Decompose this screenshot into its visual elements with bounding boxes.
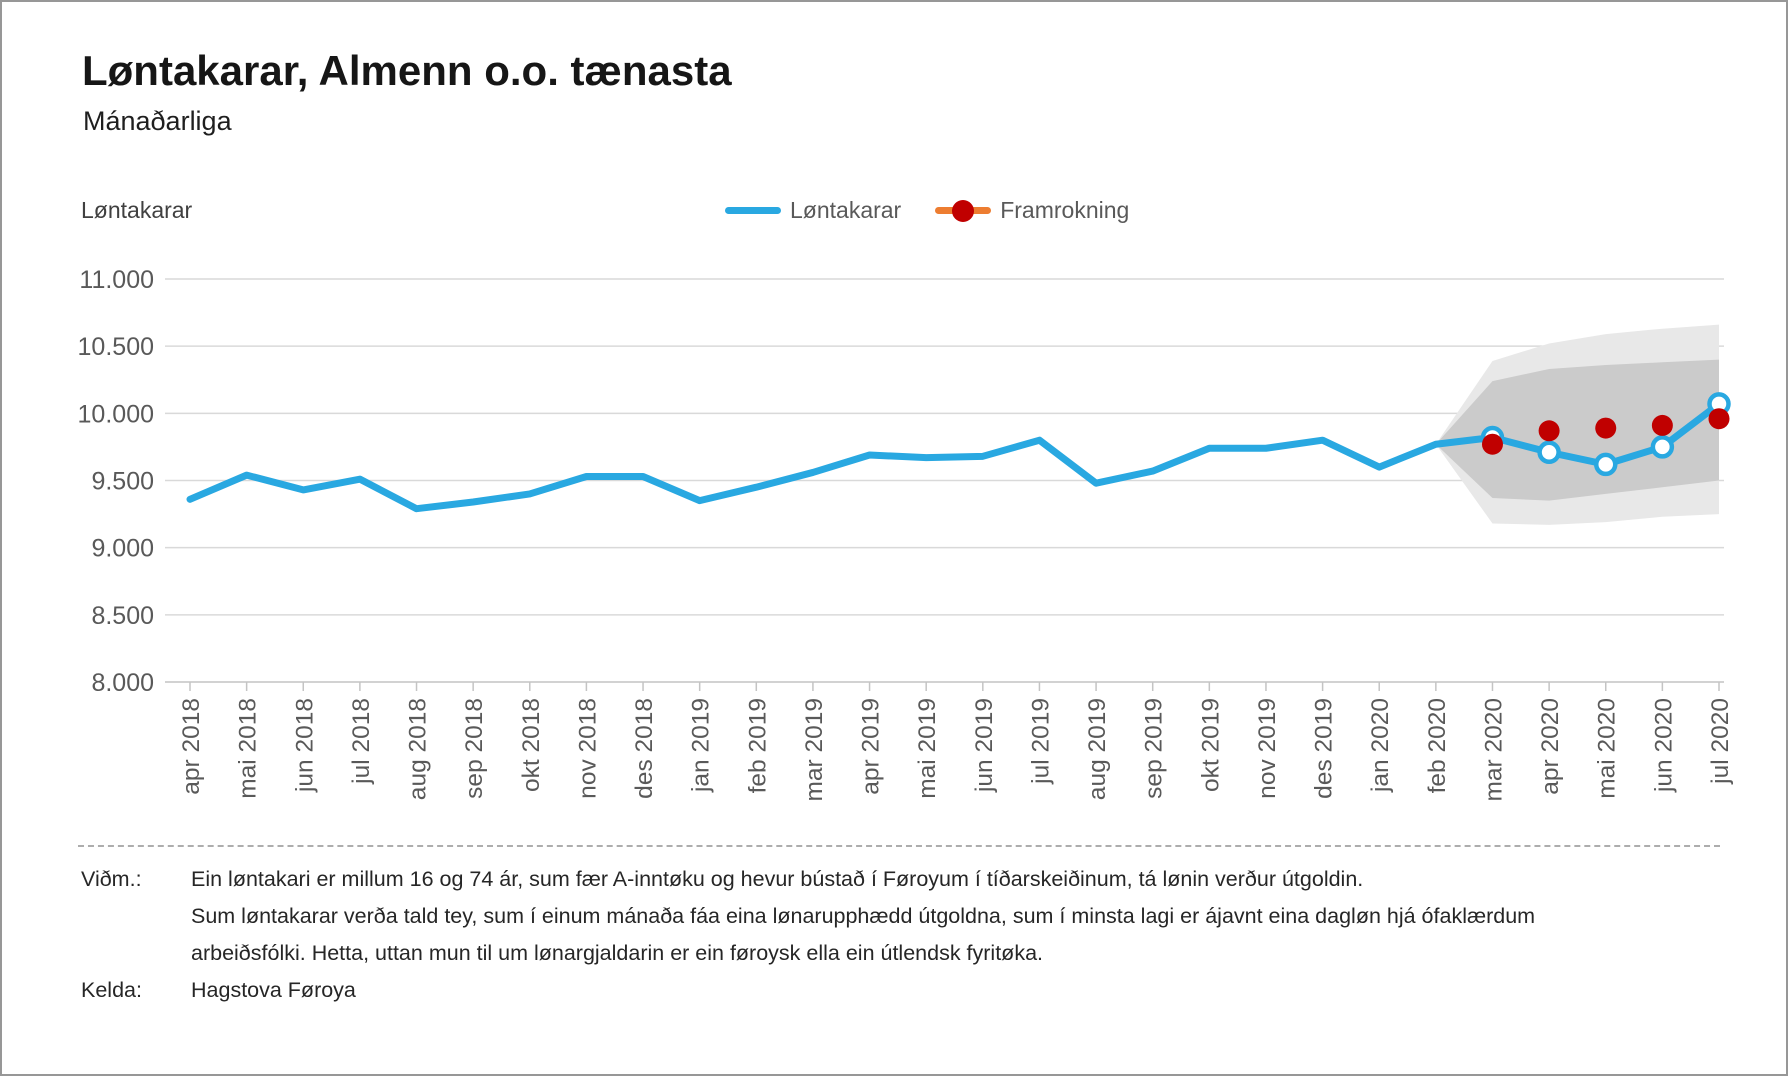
legend-item-lontakarar[interactable]: Løntakarar xyxy=(725,197,901,224)
page-subtitle: Mánaðarliga xyxy=(83,106,232,137)
actual-point-marker xyxy=(1593,452,1618,477)
legend-label: Løntakarar xyxy=(790,197,902,224)
footnote: Viðm.: Ein løntakari er millum 16 og 74 … xyxy=(2,861,1786,1009)
x-axis-tick-label: okt 2018 xyxy=(518,698,545,792)
x-axis-tick-label: jan 2020 xyxy=(1367,698,1394,793)
x-axis-tick-label: mai 2018 xyxy=(235,698,262,799)
x-axis-tick-label: mai 2020 xyxy=(1594,698,1621,799)
x-axis-tick-label: des 2019 xyxy=(1311,698,1338,799)
footer-divider xyxy=(78,845,1720,848)
legend-item-framrokning[interactable]: Framrokning xyxy=(935,197,1129,224)
notes-label: Viðm.: xyxy=(81,867,142,892)
x-axis-tick-label: apr 2019 xyxy=(858,698,885,795)
x-axis-tick-label: nov 2018 xyxy=(574,698,601,799)
source-label: Kelda: xyxy=(81,978,142,1003)
x-axis-tick-label: jun 2019 xyxy=(971,698,998,793)
y-axis-tick-label: 9.000 xyxy=(91,535,154,563)
x-axis-tick-label: jan 2019 xyxy=(688,698,715,793)
note-line: Sum løntakarar verða tald tey, sum í ein… xyxy=(191,904,1536,929)
x-axis-tick-label: apr 2018 xyxy=(178,698,205,795)
forecast-point-marker xyxy=(1651,415,1673,437)
source-text: Hagstova Føroya xyxy=(191,978,356,1003)
y-axis-title: Løntakarar xyxy=(81,197,193,224)
legend-red-dot-icon xyxy=(952,199,975,222)
x-axis-tick-label: mar 2020 xyxy=(1480,698,1507,802)
x-axis-tick-label: aug 2018 xyxy=(405,698,432,800)
note-line: arbeiðsfólki. Hetta, uttan mun til um lø… xyxy=(191,941,1044,966)
forecast-point-marker xyxy=(1708,408,1730,430)
chart-header: Løntakarar Løntakarar Framrokning xyxy=(2,193,1786,231)
y-axis-tick-label: 8.500 xyxy=(91,602,154,630)
x-axis-tick-label: feb 2020 xyxy=(1424,698,1451,793)
y-axis-tick-label: 10.000 xyxy=(78,401,154,429)
x-axis-tick-label: sep 2018 xyxy=(461,698,488,799)
x-axis-tick-label: jul 2020 xyxy=(1707,698,1734,785)
y-axis-tick-label: 8.000 xyxy=(91,669,154,697)
x-axis-tick-label: apr 2020 xyxy=(1537,698,1564,795)
notes-text: Ein løntakari er millum 16 og 74 ár, sum… xyxy=(191,861,1535,972)
x-axis-tick-label: aug 2019 xyxy=(1084,698,1111,800)
note-line: Ein løntakari er millum 16 og 74 ár, sum… xyxy=(191,867,1364,892)
x-axis-tick-label: jul 2019 xyxy=(1027,698,1054,785)
x-axis-tick-label: jul 2018 xyxy=(348,698,375,785)
x-axis-tick-label: des 2018 xyxy=(631,698,658,799)
y-axis-tick-label: 10.500 xyxy=(78,333,154,361)
chart-plot: 11.000 10.500 10.000 9.500 9.000 8.500 8.000 ap… xyxy=(78,266,1734,802)
x-axis-tick-label: jun 2020 xyxy=(1650,698,1677,793)
x-axis-tick-label: feb 2019 xyxy=(744,698,771,793)
x-axis-tick-label: sep 2019 xyxy=(1141,698,1168,799)
chart-legend: Løntakarar Framrokning xyxy=(725,197,1129,224)
y-axis-tick-label: 9.500 xyxy=(91,468,154,496)
confidence-band-inner xyxy=(1435,359,1719,501)
legend-line-swatch xyxy=(935,199,992,222)
actual-point-marker xyxy=(1650,435,1675,459)
x-axis-tick-label: mar 2019 xyxy=(801,698,828,802)
actual-point-marker xyxy=(1537,440,1561,465)
series-line-lontakarar xyxy=(186,400,1723,513)
y-axis-tick-label: 11.000 xyxy=(79,266,154,294)
x-axis-tick-label: jun 2018 xyxy=(291,698,318,793)
x-axis-tick-label: okt 2019 xyxy=(1197,698,1224,792)
forecast-point-marker xyxy=(1538,420,1560,442)
x-axis-tick-label: nov 2019 xyxy=(1254,698,1281,799)
forecast-point-marker xyxy=(1481,433,1503,455)
forecast-point-marker xyxy=(1595,417,1617,439)
x-axis-tick-label: mai 2019 xyxy=(914,698,941,799)
legend-label: Framrokning xyxy=(1000,197,1130,224)
legend-line-swatch xyxy=(725,207,781,215)
page-title: Løntakarar, Almenn o.o. tænasta xyxy=(82,47,732,94)
